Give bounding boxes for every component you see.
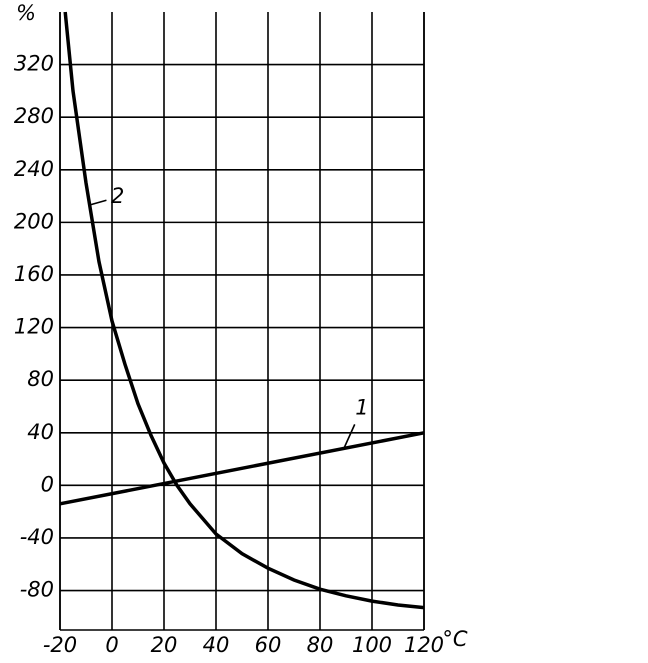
y-tick-label: 320: [14, 52, 54, 76]
x-tick-label: 20: [151, 633, 178, 657]
label-leader: [343, 424, 356, 449]
y-tick-label: 40: [27, 420, 54, 444]
x-tick-label: 40: [203, 633, 230, 657]
y-tick-label: 240: [14, 157, 54, 181]
y-tick-label: 0: [41, 472, 54, 496]
series-line: [59, 431, 425, 506]
y-tick-label: 120: [14, 315, 54, 339]
y-tick-label: 160: [14, 262, 54, 286]
series-label: 2: [111, 184, 124, 208]
y-tick-label: -40: [20, 525, 54, 549]
y-axis-label: %: [16, 1, 36, 25]
y-tick-label: 200: [14, 209, 54, 233]
series-label: 1: [355, 395, 368, 419]
y-tick-label: -80: [20, 578, 54, 602]
series-line: [63, 11, 425, 610]
x-axis-label: °C: [442, 627, 468, 651]
label-leader: [89, 199, 107, 206]
x-tick-label: 0: [105, 633, 118, 657]
x-tick-label: 80: [307, 633, 334, 657]
y-tick-label: 280: [14, 104, 54, 128]
x-tick-label: 120: [404, 633, 444, 657]
y-tick-label: 80: [27, 367, 54, 391]
x-tick-label: -20: [43, 633, 77, 657]
x-tick-label: 60: [255, 633, 282, 657]
x-tick-label: 100: [352, 633, 392, 657]
